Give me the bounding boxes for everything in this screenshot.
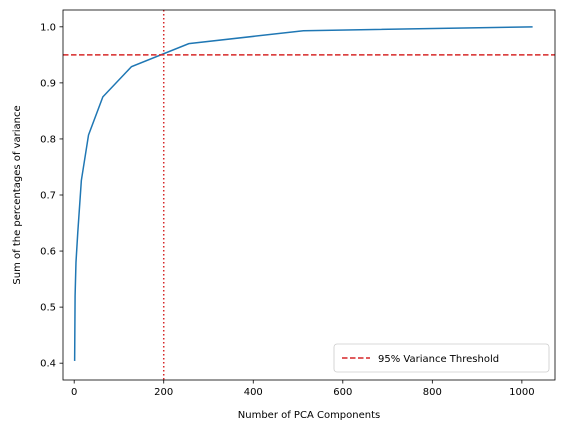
legend: 95% Variance Threshold [333,343,550,373]
series-line-0 [73,26,533,361]
y-tick-label: 0.8 [40,134,56,145]
x-tick-label: 200 [154,387,173,398]
y-tick-label: 0.5 [40,303,56,314]
x-tick-label: 0 [71,387,77,398]
y-tick-label: 0.9 [40,78,56,89]
y-tick-label: 0.6 [40,247,56,258]
x-axis-ticks: 0 200 400 600 800 1000 [71,380,535,398]
y-tick-label: 0.7 [40,191,56,202]
x-axis-label: Number of PCA Components [238,410,380,421]
x-tick-label: 1000 [509,387,534,398]
legend-entry: 95% Variance Threshold [378,354,499,365]
legend-box [333,343,550,373]
y-tick-label: 0.4 [40,359,56,370]
plot-frame [62,9,556,381]
y-axis-label: Sum of the percentages of variance [12,105,23,284]
x-tick-label: 400 [244,387,263,398]
y-axis-ticks: 0.4 0.5 0.6 0.7 0.8 0.9 1.0 [40,22,63,370]
x-tick-label: 600 [333,387,352,398]
y-tick-label: 1.0 [40,22,56,33]
x-tick-label: 800 [423,387,442,398]
